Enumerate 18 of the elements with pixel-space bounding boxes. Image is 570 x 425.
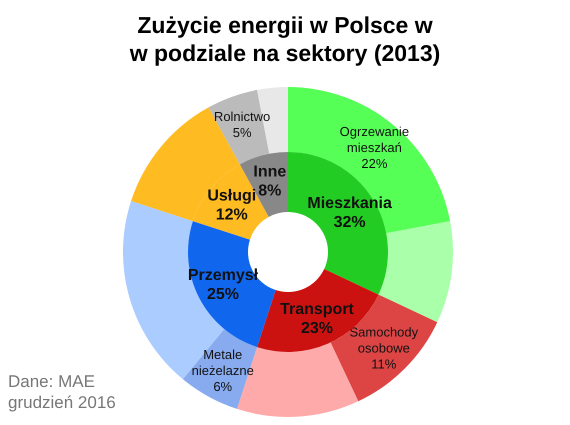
data-label: 12%	[216, 206, 248, 224]
slice-label: Mieszkania	[307, 194, 392, 212]
slice-label: Transport	[280, 300, 355, 318]
slice-label: Rolnictwo	[214, 109, 270, 124]
slice-label: Inne	[253, 163, 286, 180]
chart-title: Zużycie energii w Polsce w w podziale na sektory (2013)	[128, 12, 440, 66]
data-label: 5%	[232, 125, 252, 140]
data-label: 11%	[371, 356, 397, 372]
data-label: 23%	[300, 320, 334, 337]
slice-label: Usługi	[207, 187, 256, 204]
slice-label: Metale nieżelazne	[192, 347, 254, 378]
slice-label: Samochody osobowe	[349, 324, 419, 356]
data-label: 32%	[334, 214, 366, 231]
data-label: 6%	[213, 379, 233, 394]
data-label: 8%	[258, 182, 282, 200]
text: Dane: MAE grudzień 2016	[8, 372, 116, 412]
data-label: 22%	[361, 156, 388, 172]
data-label: 25%	[206, 286, 239, 304]
